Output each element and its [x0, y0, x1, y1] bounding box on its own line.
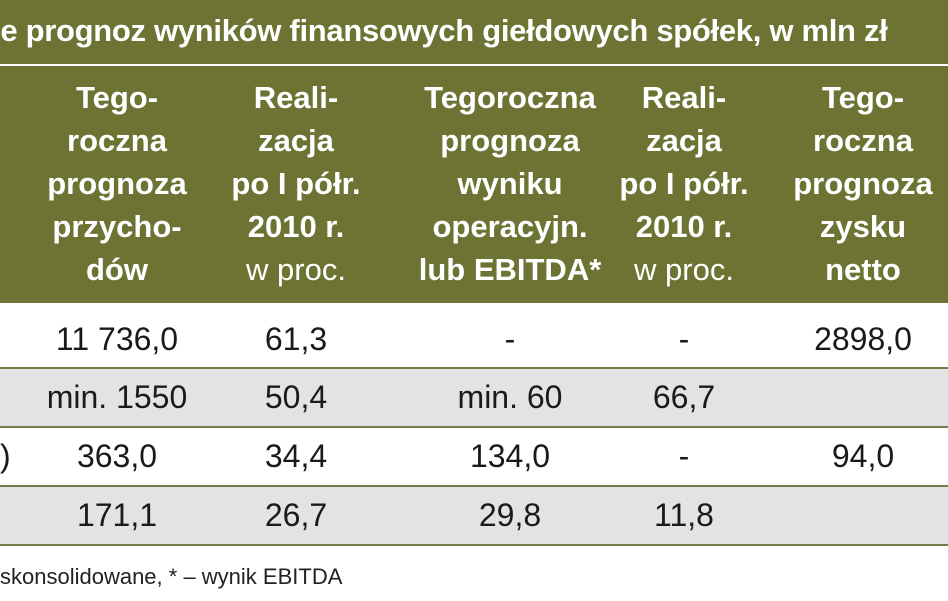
table-title-text: ie prognoz wyników finansowych giełdowyc… — [0, 13, 888, 48]
column-header-line: Tegoroczna — [424, 80, 596, 115]
column-header-line: Tego- — [821, 80, 905, 115]
column-header-line: wyniku — [457, 166, 563, 201]
title-divider — [0, 64, 948, 66]
column-header-line: 2010 r. — [247, 209, 345, 244]
column-header-net-profit-forecast: Tego- roczna prognoza zysku netto — [778, 76, 948, 291]
column-header-line: po I półr. — [231, 166, 361, 201]
column-header-revenue-forecast: Tego- roczna prognoza przycho- dów — [28, 76, 206, 291]
cell-revenue-forecast: 171,1 — [76, 497, 158, 533]
table-row: 11 736,0 61,3 - - 2898,0 — [0, 311, 948, 368]
column-header-line: netto — [825, 252, 901, 287]
column-header-line: zacja — [646, 123, 722, 158]
column-header-operating-realization: Reali- zacja po I półr. 2010 r. w proc. — [600, 76, 768, 291]
column-header-line: Reali- — [641, 80, 727, 115]
row-divider — [0, 426, 948, 428]
table-title: ie prognoz wyników finansowych giełdowyc… — [0, 0, 948, 62]
column-header-line: Reali- — [253, 80, 339, 115]
cell-revenue-forecast: 363,0 — [76, 438, 158, 474]
column-header-subline: w proc. — [246, 252, 346, 287]
column-header-operating-forecast: Tegoroczna prognoza wyniku operacyjn. lu… — [395, 76, 625, 291]
column-header-line: dów — [86, 252, 148, 287]
table-row: ) 363,0 34,4 134,0 - 94,0 — [0, 428, 948, 485]
cell-operating-forecast: 134,0 — [469, 438, 551, 474]
column-header-line: przycho- — [52, 209, 182, 244]
cell-operating-realization: - — [678, 321, 690, 357]
cell-net-profit-forecast: 94,0 — [831, 438, 895, 474]
cell-revenue-forecast: min. 1550 — [46, 379, 188, 415]
column-header-line: zysku — [819, 209, 907, 244]
cell-operating-realization: 11,8 — [654, 497, 714, 533]
column-header-line: zacja — [258, 123, 334, 158]
column-header-line: prognoza — [440, 123, 580, 158]
column-header-line: lub EBITDA* — [418, 252, 602, 287]
column-header-revenue-realization: Reali- zacja po I półr. 2010 r. w proc. — [216, 76, 376, 291]
cell-operating-forecast: 29,8 — [478, 497, 542, 533]
table-row: min. 1550 50,4 min. 60 66,7 — [0, 369, 948, 426]
column-header-line: prognoza — [47, 166, 187, 201]
cell-revenue-forecast: 11 736,0 — [55, 321, 179, 357]
cell-operating-realization: 66,7 — [652, 379, 716, 415]
footnote: skonsolidowane, * – wynik EBITDA — [0, 564, 343, 589]
column-header-line: roczna — [813, 123, 913, 158]
row-divider — [0, 485, 948, 487]
cell-revenue-realization: 34,4 — [264, 438, 328, 474]
row-label: ) — [0, 438, 11, 474]
cell-operating-forecast: - — [504, 321, 516, 357]
row-divider — [0, 544, 948, 546]
column-header-subline: w proc. — [634, 252, 734, 287]
column-header-line: roczna — [67, 123, 167, 158]
table-header: ie prognoz wyników finansowych giełdowyc… — [0, 0, 948, 303]
table-row: 171,1 26,7 29,8 11,8 — [0, 487, 948, 544]
cell-net-profit-forecast: 2898,0 — [814, 321, 912, 357]
column-header-line: Tego- — [75, 80, 159, 115]
cell-operating-forecast: min. 60 — [457, 379, 563, 415]
cell-revenue-realization: 26,7 — [264, 497, 328, 533]
cell-revenue-realization: 50,4 — [264, 379, 328, 415]
column-header-line: prognoza — [793, 166, 933, 201]
column-header-line: operacyjn. — [432, 209, 588, 244]
column-header-line: 2010 r. — [635, 209, 733, 244]
cell-revenue-realization: 61,3 — [264, 321, 328, 357]
row-divider — [0, 367, 948, 369]
column-header-line: po I półr. — [619, 166, 749, 201]
cell-operating-realization: - — [678, 438, 690, 474]
